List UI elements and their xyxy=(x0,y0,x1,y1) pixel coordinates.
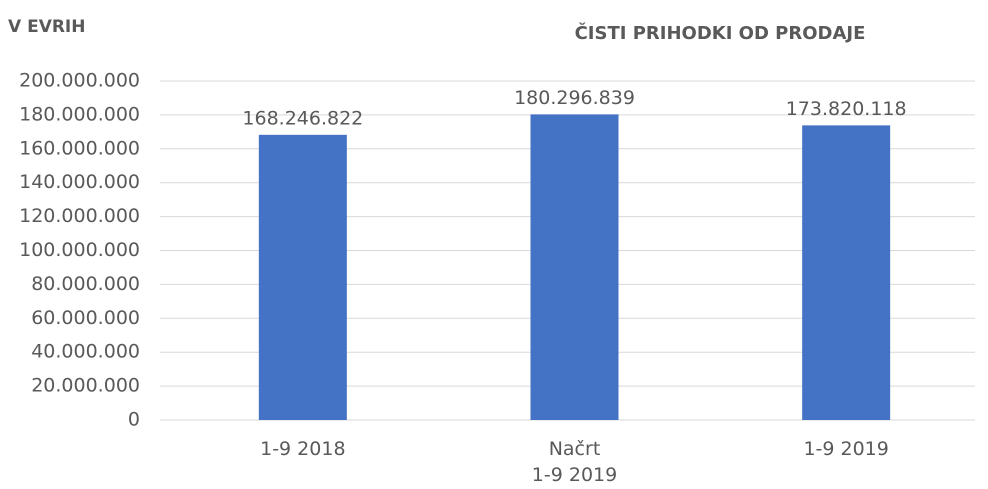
y-axis-label: V EVRIH xyxy=(8,17,86,37)
y-tick-label: 200.000.000 xyxy=(19,70,140,92)
x-tick-label: 1-9 2018 xyxy=(260,438,346,460)
x-tick-label: Načrt 1-9 2019 xyxy=(531,438,618,486)
y-tick-label: 40.000.000 xyxy=(31,341,140,363)
data-label: 180.296.839 xyxy=(514,87,635,109)
bar xyxy=(258,134,347,420)
data-label: 168.246.822 xyxy=(242,107,363,129)
y-tick-label: 20.000.000 xyxy=(31,375,140,397)
y-tick-label: 100.000.000 xyxy=(19,239,140,261)
y-tick-label: 180.000.000 xyxy=(19,103,140,125)
y-tick-label: 80.000.000 xyxy=(31,273,140,295)
y-tick-label: 140.000.000 xyxy=(19,171,140,193)
bar xyxy=(530,114,619,421)
y-tick-label: 120.000.000 xyxy=(19,205,140,227)
y-tick-label: 0 xyxy=(128,409,140,431)
bar xyxy=(802,125,891,420)
y-tick-label: 160.000.000 xyxy=(19,137,140,159)
chart-title: ČISTI PRIHODKI OD PRODAJE xyxy=(575,22,866,44)
y-tick-label: 60.000.000 xyxy=(31,307,140,329)
data-label: 173.820.118 xyxy=(786,98,907,120)
x-tick-label: 1-9 2019 xyxy=(803,438,889,460)
